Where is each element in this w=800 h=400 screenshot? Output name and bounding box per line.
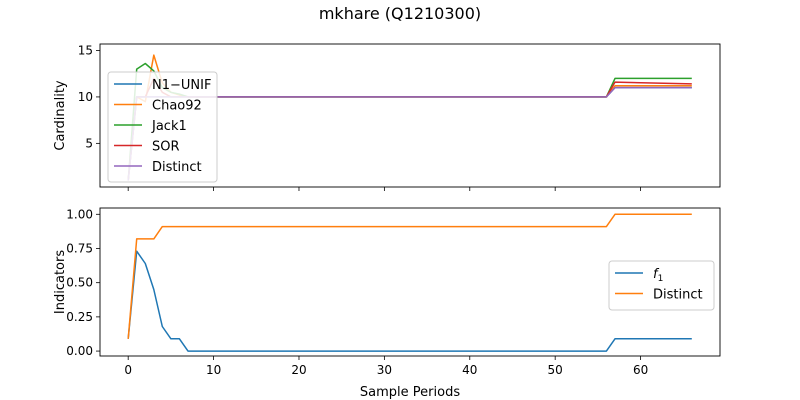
y-tick-label: 15 — [78, 44, 93, 58]
legend-label: Chao92 — [152, 99, 202, 114]
legend-label: f1 — [653, 267, 663, 284]
y-tick-label: 10 — [78, 90, 93, 104]
x-tick-label: 60 — [633, 363, 648, 377]
y-tick-label: 0.00 — [66, 344, 93, 358]
legend-label: Distinct — [653, 288, 703, 303]
y-tick-label: 0.25 — [66, 310, 93, 324]
legend-label: SOR — [152, 140, 180, 155]
series-line-f1 — [127, 250, 692, 352]
y-tick-label: 0.75 — [66, 241, 93, 255]
chart-panel-2: 0 10 20 30 40 50 60 0.00 0.25 0.50 0.75 1.00 Indicat… — [53, 207, 721, 400]
x-tick-label: 10 — [206, 363, 221, 377]
legend-box — [608, 260, 715, 311]
figure-title: mkhare (Q1210300) — [318, 4, 482, 23]
x-axis-label: Sample Periods — [360, 385, 460, 400]
x-tick-label: 40 — [462, 363, 477, 377]
legend: f1 Distinct — [608, 260, 715, 311]
x-tick-label: 30 — [377, 363, 392, 377]
x-tick-label: 50 — [548, 363, 563, 377]
legend-label: Jack1 — [151, 119, 187, 134]
axes-frame — [99, 207, 721, 357]
y-tick-label: 1.00 — [66, 207, 93, 221]
legend-box — [107, 71, 218, 183]
y-axis-label: Cardinality — [53, 80, 68, 151]
x-tick-label: 20 — [291, 363, 306, 377]
chart-panel-1: 5 10 15 Cardinality N1−UNIF Chao92 Jack1 SOR Dis… — [53, 43, 721, 191]
legend-label: N1−UNIF — [152, 78, 211, 93]
x-tick-label: 0 — [124, 363, 132, 377]
y-axis-label: Indicators — [53, 250, 68, 314]
legend: N1−UNIF Chao92 Jack1 SOR Distinct — [107, 71, 218, 183]
y-tick-label: 0.50 — [66, 276, 93, 290]
axes-frame — [99, 43, 721, 188]
legend-label: Distinct — [152, 160, 202, 175]
y-tick-label: 5 — [85, 136, 93, 150]
series-line-distinct — [127, 213, 692, 339]
